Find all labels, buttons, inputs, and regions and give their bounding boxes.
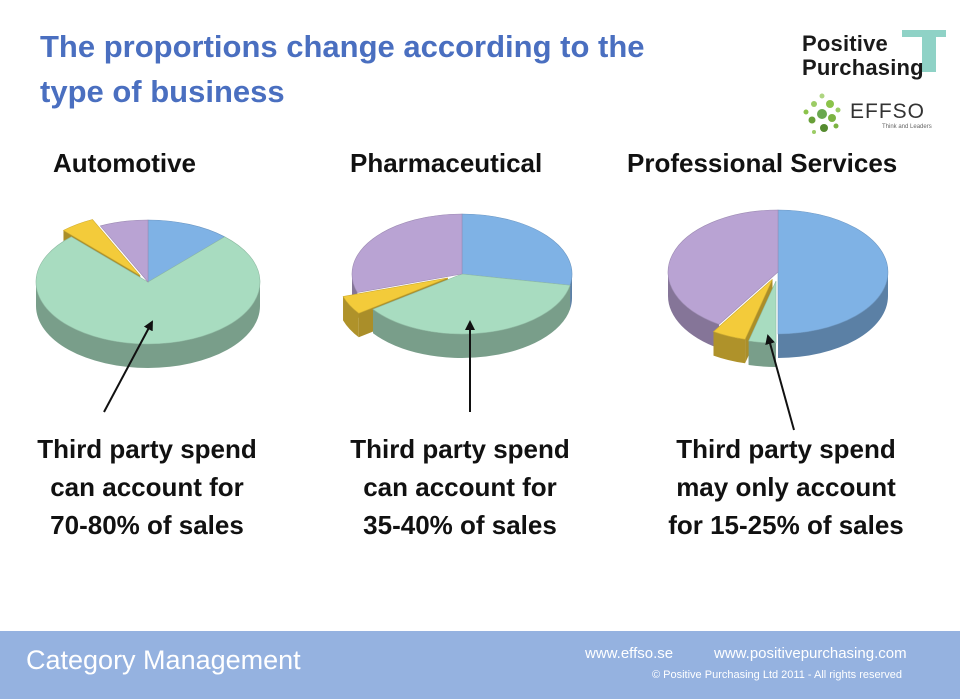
annotation-line: 35-40% of sales — [363, 510, 557, 540]
annotation-line: can account for — [50, 472, 244, 502]
footer-label: Category Management — [26, 645, 301, 675]
pie-slice-yellow — [342, 277, 448, 314]
pie-slice-side — [713, 331, 746, 364]
footer-website-effso[interactable]: www.effso.se — [585, 645, 674, 662]
pie-slice-green — [35, 236, 261, 345]
pie-chart-1 — [342, 213, 573, 412]
pie-slice-green — [372, 273, 571, 335]
footer-copyright: © Positive Purchasing Ltd 2011 - All rig… — [652, 669, 903, 681]
annotation-line: Third party spend — [350, 434, 570, 464]
logo-word-positive: Positive — [802, 31, 888, 56]
pie-slice-side — [373, 285, 571, 358]
annotation-pharmaceutical: Third party spend can account for 35-40%… — [310, 430, 610, 544]
effso-dots-icon — [803, 93, 841, 134]
annotation-line: Third party spend — [37, 434, 257, 464]
annotation-line: 70-80% of sales — [50, 510, 244, 540]
pie-slice-side — [36, 282, 260, 368]
logo-word-purchasing: Purchasing — [802, 55, 924, 80]
annotation-automotive: Third party spend can account for 70-80%… — [0, 430, 297, 544]
annotation-arrow — [765, 334, 795, 431]
pie-slice-side — [668, 272, 720, 349]
effso-logo: EFFSO Think and Leaders — [800, 88, 950, 140]
effso-name: EFFSO — [850, 100, 926, 123]
footer-bar: Category Management www.effso.se www.pos… — [0, 631, 960, 699]
slide-title-line-2: type of business — [40, 74, 285, 109]
footer-website-positive-purchasing[interactable]: www.positivepurchasing.com — [714, 645, 907, 662]
plus-icon — [902, 30, 946, 72]
pie-slice-purple — [667, 209, 779, 325]
pie-slice-purple — [351, 213, 463, 293]
pie-slice-yellow — [62, 219, 141, 276]
chart-title-automotive: Automotive — [53, 148, 196, 178]
slide-title-line-1: The proportions change according to the — [40, 29, 645, 64]
chart-title-pharmaceutical: Pharmaceutical — [350, 148, 543, 178]
pie-slice-blue — [777, 209, 889, 335]
slide-title: The proportions change according to the … — [40, 24, 760, 114]
pie-slice-yellow — [712, 279, 773, 340]
annotation-line: may only account — [676, 472, 896, 502]
pie-chart-0 — [35, 219, 261, 413]
effso-tagline: Think and Leaders — [882, 124, 932, 130]
pie-slice-purple — [99, 219, 149, 283]
pie-slice-side — [343, 296, 359, 338]
pie-slice-side — [778, 272, 888, 358]
annotation-arrow — [103, 320, 153, 413]
chart-title-professional-services: Professional Services — [627, 148, 898, 178]
pie-chart-2 — [667, 209, 889, 431]
pie-slice-green — [748, 280, 777, 344]
pie-slice-blue — [147, 219, 226, 283]
positive-purchasing-logo: Positive Purchasing — [802, 30, 952, 90]
pie-slice-blue — [461, 213, 573, 286]
annotation-professional-services: Third party spend may only account for 1… — [636, 430, 936, 544]
pie-slice-side — [570, 274, 572, 310]
annotation-line: Third party spend — [676, 434, 896, 464]
annotation-line: for 15-25% of sales — [668, 510, 904, 540]
pie-slice-side — [748, 340, 776, 367]
annotation-line: can account for — [363, 472, 557, 502]
pie-charts — [35, 209, 889, 431]
